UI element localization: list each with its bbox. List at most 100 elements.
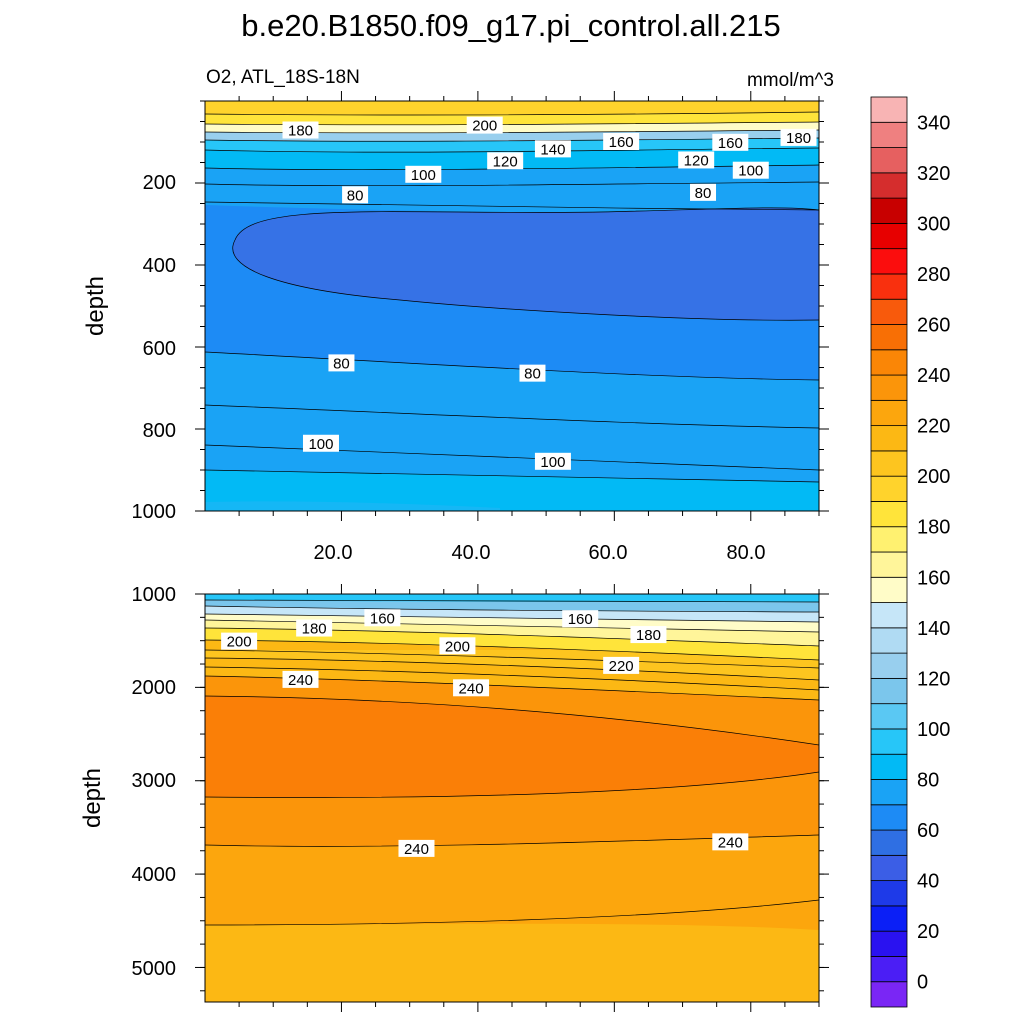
ytick-label: 800 [143,420,176,442]
ytick-label: 400 [143,255,176,277]
colorbar-labels: 0 20 40 60 80 100 120 140 160 180 200 220 240 260 280 3… [917,112,950,993]
contour-label: 180 [296,619,333,638]
colorbar-swatch [870,121,908,148]
colorbar-swatch [870,298,908,325]
contour-label: 240 [398,839,435,858]
colorbar-swatch [870,627,908,654]
upper-tick-marks [195,91,829,521]
colorbar-swatch [870,880,908,907]
upper-yticks: 200 400 600 800 1000 [132,172,177,523]
colorbar-label: 280 [917,264,950,286]
colorbar-swatch [870,551,908,578]
upper-band-110 [205,470,819,511]
colorbar-label: 260 [917,315,950,337]
contour-label: 120 [678,151,715,169]
ytick-label: 5000 [132,958,177,980]
contour-label-text: 180 [786,130,811,147]
colorbar-label: 60 [917,820,939,842]
upper-ylabel: depth [82,276,109,336]
colorbar-swatch [870,728,908,755]
contour-label: 100 [302,434,339,453]
contour-label-text: 80 [333,355,350,372]
colorbar-swatch [870,804,908,831]
contour-label: 80 [519,364,546,383]
contour-label-text: 180 [636,627,661,644]
upper-subtitle: O2, ATL_18S-18N [206,67,360,88]
contour-label: 160 [712,133,749,152]
colorbar-swatch [870,374,908,401]
colorbar-swatch [870,652,908,679]
ytick-label: 1000 [132,584,177,606]
lower-band-220 [205,650,819,680]
upper-band-100 [205,501,500,511]
xtick-label: 60.0 [589,542,628,564]
colorbar-swatch [870,501,908,528]
colorbar-label: 40 [917,871,939,893]
contour-label-text: 80 [524,366,541,383]
contour-label-text: 200 [227,634,252,651]
colorbar-swatch [870,854,908,882]
contour-label-text: 240 [404,841,429,858]
contour-label: 200 [466,116,503,135]
colorbar-swatch [870,753,908,780]
contour-label-text: 180 [302,621,327,638]
contour-label: 200 [221,632,258,651]
colorbar-label: 340 [917,112,950,134]
colorbar-swatch [870,248,908,275]
contour-label: 80 [690,183,717,202]
colorbar-label: 200 [917,466,950,488]
colorbar-swatch [870,147,908,174]
colorbar-label: 160 [917,567,950,589]
lower-yticks: 1000 2000 3000 4000 5000 [132,584,177,980]
chart-title: b.e20.B1850.f09_g17.pi_control.all.215 [241,8,781,43]
colorbar-swatch [870,576,908,603]
colorbar-swatch [870,96,908,123]
colorbar-swatch [870,829,908,856]
ytick-label: 200 [143,172,176,194]
contour-label-text: 160 [609,134,634,151]
lower-tick-marks [195,584,829,1012]
contour-label: 160 [603,133,640,151]
contour-label: 80 [342,186,369,204]
colorbar-label: 120 [917,668,950,690]
colorbar-swatch [870,273,908,300]
contour-label-text: 160 [568,611,593,628]
colorbar-swatch [870,172,908,199]
colorbar-label: 300 [917,213,950,235]
ytick-label: 3000 [132,770,177,792]
colorbar-label: 0 [917,972,928,994]
contour-label-text: 160 [718,135,743,152]
upper-oxygen-minimum [232,207,819,321]
contour-label-text: 240 [459,680,484,697]
units-label: mmol/m^3 [747,70,834,91]
colorbar-swatch [870,677,908,705]
xtick-label: 40.0 [452,542,491,564]
colorbar [870,96,908,1008]
colorbar-swatch [870,475,908,502]
colorbar-swatch [870,905,908,932]
lower-contour-labels: 160 160 180 180 200 200 220 240 240 240 240 [221,609,749,858]
colorbar-label: 240 [917,365,950,387]
colorbar-swatch [870,324,908,351]
colorbar-swatch [870,197,908,224]
colorbar-swatch [870,399,908,427]
colorbar-swatch [870,981,908,1008]
contour-label: 100 [732,161,769,180]
contour-label-text: 80 [695,185,712,202]
colorbar-swatch [870,222,908,250]
colorbar-label: 320 [917,163,950,185]
ytick-label: 2000 [132,677,177,699]
contour-label-text: 100 [540,454,565,471]
contour-label-text: 140 [540,141,565,158]
contour-label-text: 180 [288,123,313,140]
colorbar-swatch [870,425,908,452]
contour-label: 120 [487,152,524,170]
xtick-label: 20.0 [314,542,353,564]
contour-label-text: 160 [370,610,395,627]
colorbar-label: 100 [917,719,950,741]
upper-contour-labels: 180 200 140 160 160 180 120 120 100 100 80 80 80 80 10… [282,116,817,471]
colorbar-label: 220 [917,416,950,438]
contour-label-text: 120 [493,153,518,170]
contour-label-text: 200 [472,118,497,135]
